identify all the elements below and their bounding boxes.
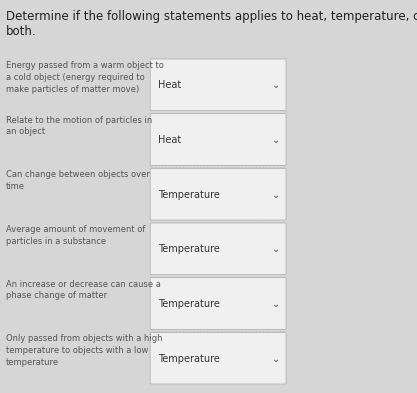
Text: ⌄: ⌄ <box>272 354 280 364</box>
Text: Temperature: Temperature <box>158 354 220 364</box>
FancyBboxPatch shape <box>150 114 286 165</box>
Text: ⌄: ⌄ <box>272 299 280 309</box>
FancyBboxPatch shape <box>150 223 286 275</box>
Text: Heat: Heat <box>158 135 182 145</box>
Text: Temperature: Temperature <box>158 190 220 200</box>
Text: ⌄: ⌄ <box>272 135 280 145</box>
Text: Determine if the following statements applies to heat, temperature, or
both.: Determine if the following statements ap… <box>6 10 417 38</box>
FancyBboxPatch shape <box>150 168 286 220</box>
Text: Heat: Heat <box>158 80 182 90</box>
FancyBboxPatch shape <box>150 278 286 329</box>
Text: Relate to the motion of particles in
an object: Relate to the motion of particles in an … <box>6 116 152 136</box>
FancyBboxPatch shape <box>150 332 286 384</box>
Text: Only passed from objects with a high
temperature to objects with a low
temperatu: Only passed from objects with a high tem… <box>6 334 163 367</box>
Text: Energy passed from a warm object to
a cold object (energy required to
make parti: Energy passed from a warm object to a co… <box>6 61 164 94</box>
Text: ⌄: ⌄ <box>272 244 280 254</box>
FancyBboxPatch shape <box>150 59 286 111</box>
Text: ⌄: ⌄ <box>272 80 280 90</box>
Text: An increase or decrease can cause a
phase change of matter: An increase or decrease can cause a phas… <box>6 280 161 301</box>
Text: Temperature: Temperature <box>158 244 220 254</box>
Text: ⌄: ⌄ <box>272 190 280 200</box>
Text: Temperature: Temperature <box>158 299 220 309</box>
Text: Can change between objects over
time: Can change between objects over time <box>6 170 150 191</box>
Text: Average amount of movement of
particles in a substance: Average amount of movement of particles … <box>6 225 146 246</box>
